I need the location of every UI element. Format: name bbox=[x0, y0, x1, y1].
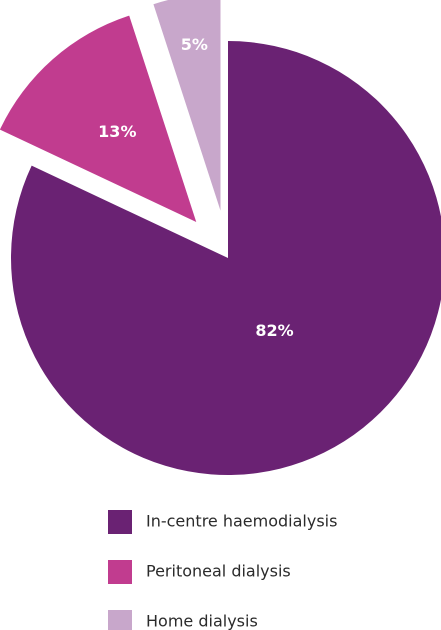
legend-swatch bbox=[108, 560, 132, 584]
value-label: 5% bbox=[181, 35, 208, 54]
legend-label: Peritoneal dialysis bbox=[146, 562, 291, 581]
legend-label: Home dialysis bbox=[146, 612, 258, 630]
legend-swatch bbox=[108, 510, 132, 534]
legend-label: In-centre haemodialysis bbox=[146, 512, 337, 531]
pie-slice bbox=[11, 41, 441, 475]
value-label: 13% bbox=[98, 122, 136, 141]
value-label: 82% bbox=[255, 321, 293, 340]
legend-swatch bbox=[108, 610, 132, 630]
pie-slice bbox=[153, 0, 221, 211]
pie-slice bbox=[0, 15, 197, 222]
